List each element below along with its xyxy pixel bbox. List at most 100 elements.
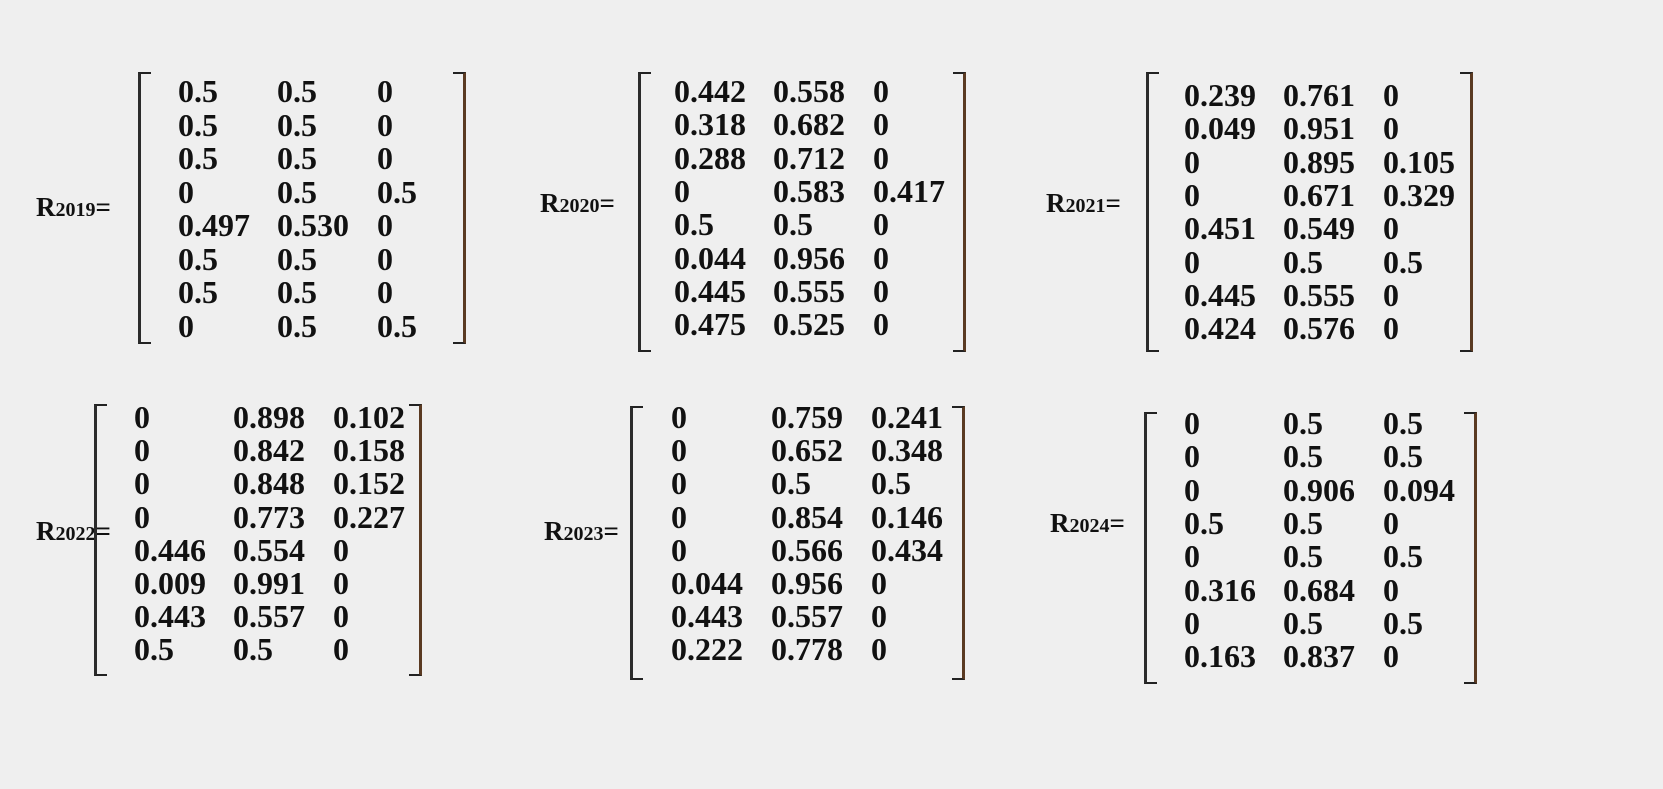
matrix-cell: 0.5 [277,307,317,344]
matrix-cell: 0.773 [233,498,305,535]
matrix-cell: 0 [871,598,887,635]
matrix-cell: 0.288 [674,139,746,176]
matrix-cell: 0.443 [671,598,743,635]
matrix-label: R2024= [1050,508,1125,539]
matrix-label-equals: = [95,192,111,222]
matrix-cell: 0.146 [871,498,943,535]
matrix-cell: 0 [377,240,393,277]
matrix-cell: 0.348 [871,432,943,469]
matrix-cell: 0 [671,432,687,469]
matrix-r2024: R2024= 0 0.5 0.5 0 0.5 0.5 0 0.906 0.094 0.5 0.5 0 0 0… [1050,396,1570,696]
matrix-cell: 0.152 [333,465,405,502]
matrix-label-letter: R [36,192,56,222]
right-bracket [953,72,966,352]
matrix-cell: 0.583 [773,172,845,209]
matrix-cell: 0.5 [1383,438,1423,475]
left-bracket [138,72,151,344]
matrix-r2022: R2022= 0 0.898 0.102 0 0.842 0.158 0 0.848 0.152 0… [36,396,556,696]
matrix-label-year: 2023 [563,523,604,545]
matrix-cell: 0.5 [277,73,317,109]
matrix-cell: 0.558 [773,73,845,109]
matrix-cell: 0.842 [233,432,305,469]
matrix-cell: 0 [873,73,889,109]
left-bracket [638,72,651,352]
matrix-cell: 0.5 [178,106,218,143]
matrix-cell: 0 [1383,638,1399,675]
matrix-label-equals: = [95,516,111,546]
matrix-cell: 0.682 [773,106,845,143]
matrix-cell: 0.497 [178,207,250,243]
matrix-label-equals: = [599,188,615,218]
matrix-label-year: 2022 [55,523,96,545]
matrix-label-equals: = [603,516,619,546]
matrix-cell: 0.5 [871,465,911,502]
matrix-cell: 0 [873,206,889,243]
matrix-cell: 0.525 [773,306,845,343]
right-bracket [1460,72,1473,352]
matrix-cell: 0 [873,306,889,343]
right-bracket [952,406,965,680]
matrix-cell: 0.241 [871,399,943,435]
matrix-cell: 0.555 [1283,276,1355,313]
matrix-cell: 0 [871,631,887,668]
matrix-cell: 0.5 [1184,504,1224,541]
matrix-cell: 0.684 [1283,571,1355,608]
left-bracket [94,404,107,676]
matrix-cell: 0 [134,498,150,535]
matrix-cell: 0.991 [233,565,305,601]
matrix-cell: 0 [377,274,393,310]
matrix-cell: 0 [1184,438,1200,475]
matrix-cell: 0 [1184,471,1200,508]
matrix-cell: 0.5 [674,206,714,243]
matrix-cell: 0.712 [773,139,845,176]
matrix-cell: 0.5 [277,274,317,310]
matrix-cell: 0 [333,631,349,668]
matrix-label-year: 2020 [559,195,600,217]
matrix-cell: 0.5 [1383,538,1423,575]
matrix-cell: 0 [377,207,393,243]
matrix-cell: 0.5 [178,240,218,277]
matrix-cell: 0.417 [873,172,945,209]
matrix-cell: 0.443 [134,598,206,635]
matrix-cell: 0.5 [1283,243,1323,280]
matrix-cell: 0.445 [1184,276,1256,313]
matrix-cell: 0.5 [377,307,417,344]
matrix-cell: 0.475 [674,306,746,343]
matrix-cell: 0.5 [277,140,317,176]
matrix-cell: 0.5 [178,73,218,109]
matrix-cell: 0 [1184,538,1200,575]
matrix-cell: 0.318 [674,106,746,143]
matrix-cell: 0 [377,106,393,143]
matrix-cell: 0 [871,565,887,601]
matrix-cell: 0.530 [277,207,349,243]
matrix-r2019: R2019= 0.5 0.5 0 0.5 0.5 0 0.5 0.5 0 0 0.5 0.5 0.497 0… [36,64,556,364]
matrix-cell: 0.424 [1184,310,1256,347]
matrix-label-year: 2019 [55,199,96,221]
right-bracket [409,404,422,676]
matrix-cell: 0 [873,139,889,176]
matrix-cell: 0.102 [333,399,405,435]
matrix-cell: 0 [134,465,150,502]
matrix-cell: 0.044 [671,565,743,601]
matrix-cell: 0.044 [674,239,746,276]
matrix-cell: 0 [1184,243,1200,280]
matrix-cell: 0.5 [1283,538,1323,575]
matrix-cell: 0 [1383,571,1399,608]
matrix-cell: 0.5 [1383,405,1423,441]
matrix-cell: 0.652 [771,432,843,469]
left-bracket [1144,412,1157,684]
matrix-cell: 0.5 [178,140,218,176]
matrix-label: R2020= [540,188,615,219]
matrix-cell: 0 [1383,504,1399,541]
matrix-cell: 0.554 [233,531,305,568]
matrix-cell: 0.5 [1383,604,1423,641]
matrix-cell: 0.094 [1383,471,1455,508]
matrix-cell: 0.5 [1383,243,1423,280]
matrix-cell: 0 [873,106,889,143]
matrix-cell: 0 [178,173,194,210]
matrix-label: R2023= [544,516,619,547]
matrix-cell: 0 [671,531,687,568]
matrix-cell: 0.5 [277,240,317,277]
matrix-cell: 0 [671,465,687,502]
matrix-cell: 0.5 [1283,405,1323,441]
